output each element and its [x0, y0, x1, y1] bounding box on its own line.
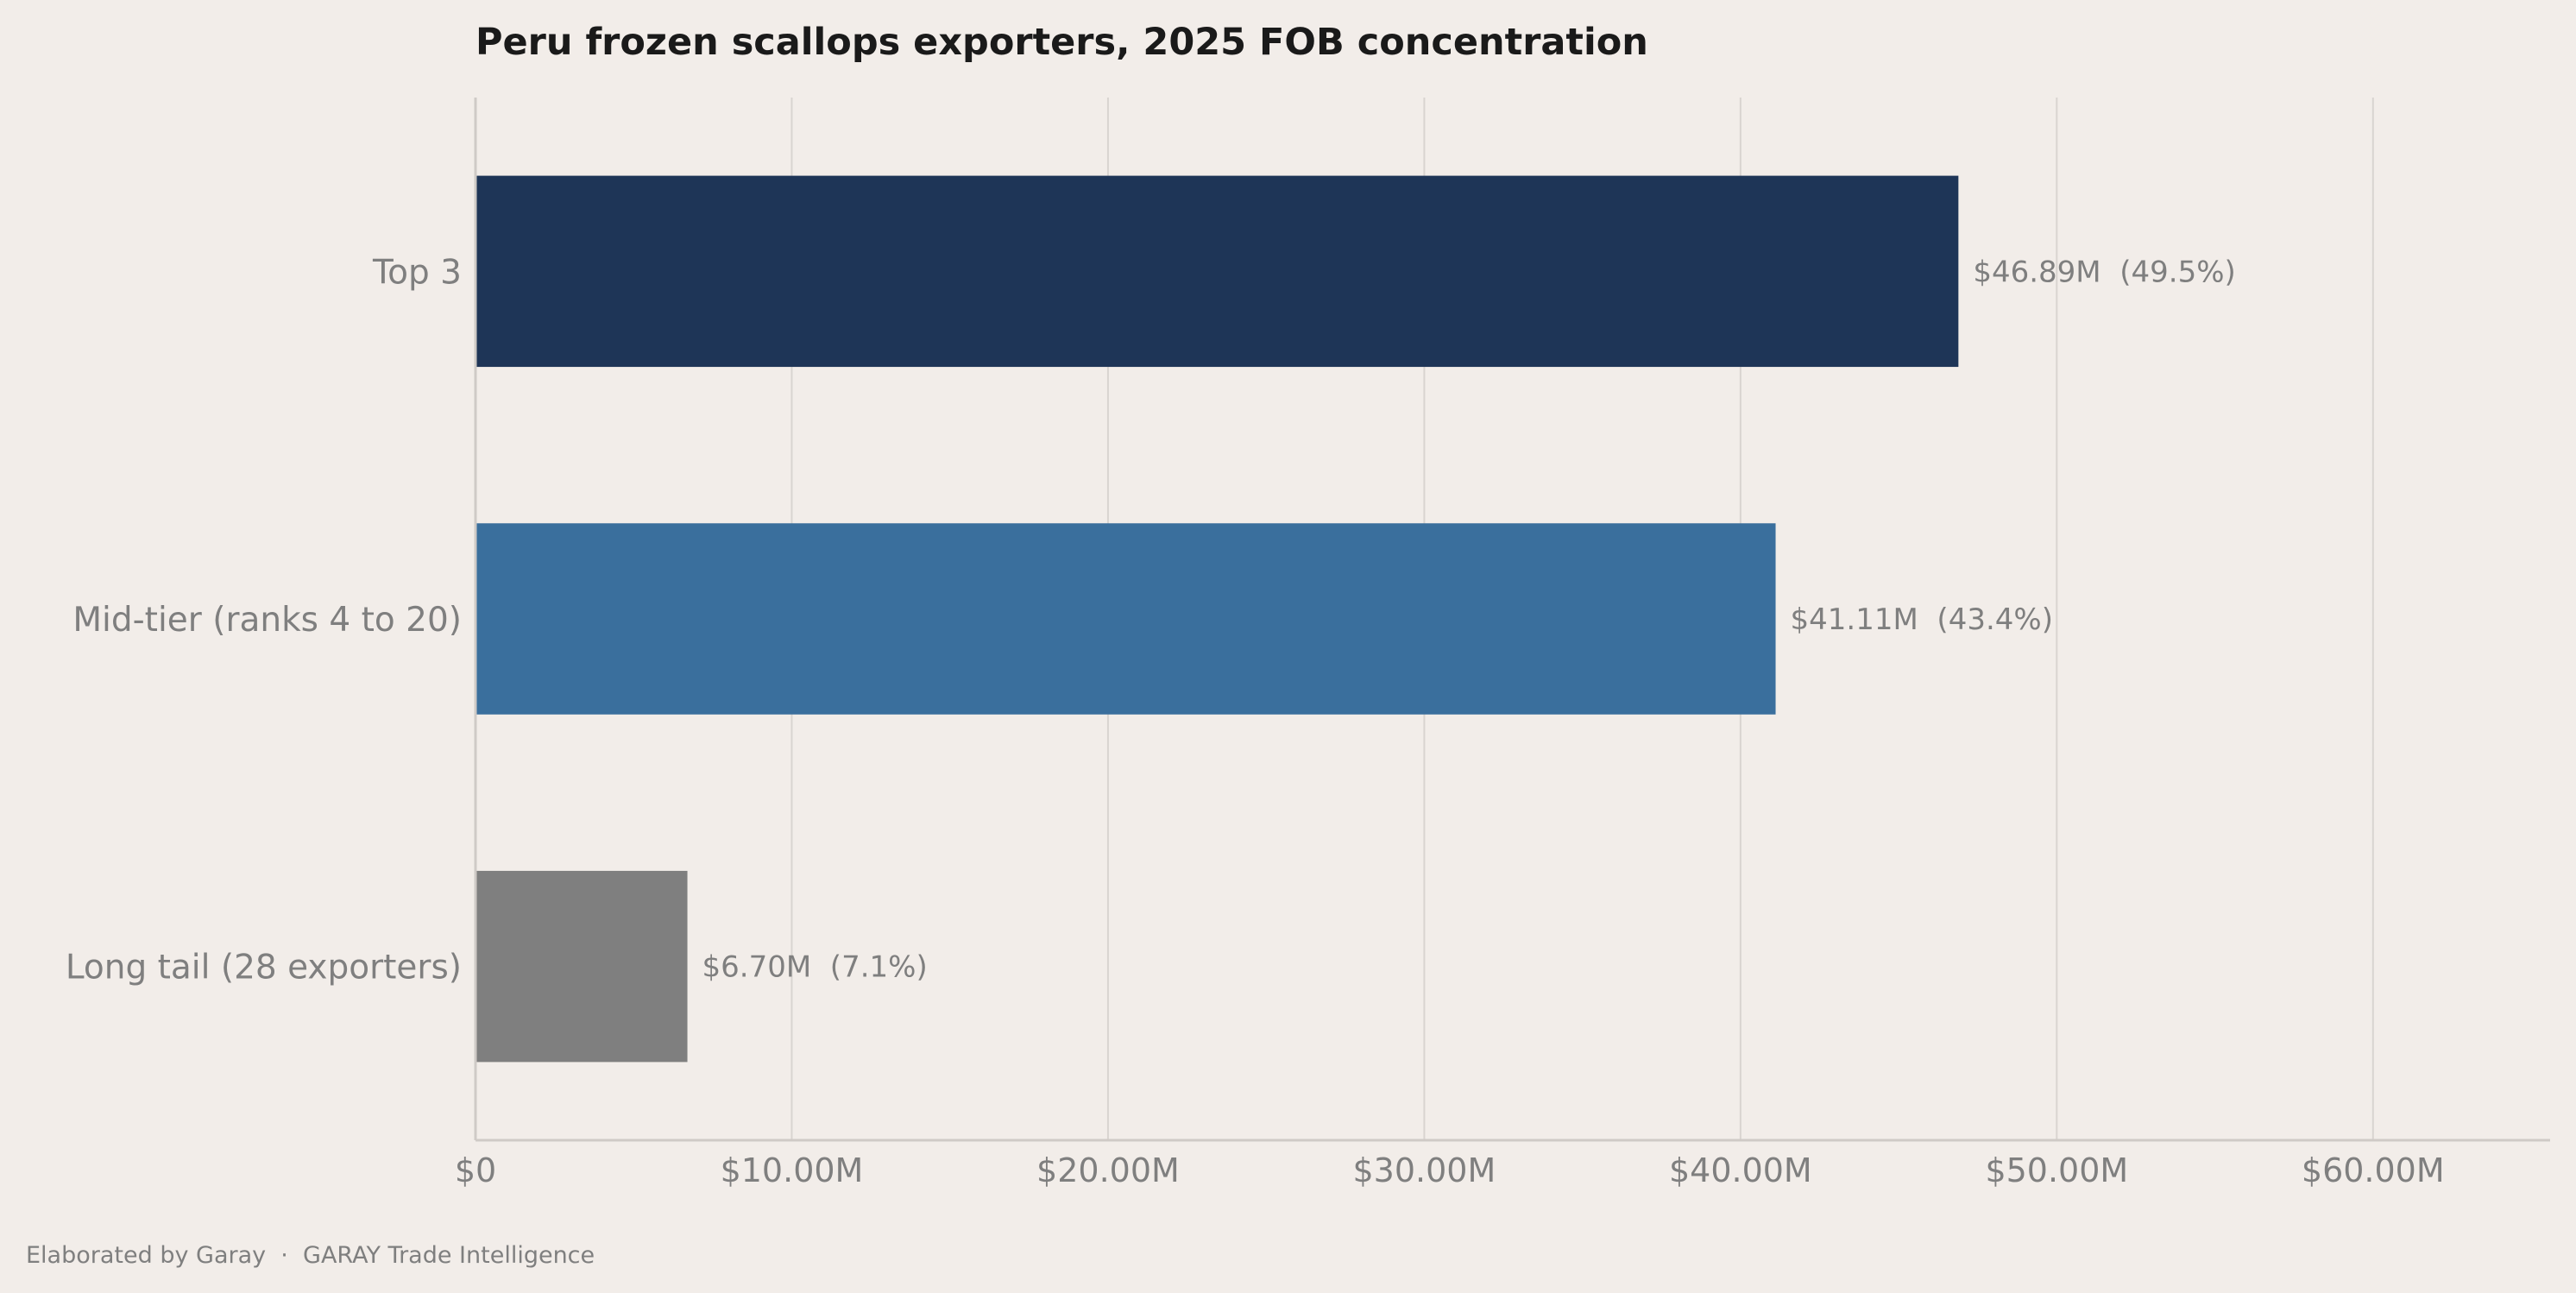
x-tick-label: $20.00M: [1036, 1151, 1180, 1189]
x-axis-ticks: $0 $10.00M $20.00M $30.00M $40.00M $50.00M $60…: [455, 1151, 2445, 1189]
x-tick-label: $40.00M: [1669, 1151, 1812, 1189]
bars: [476, 175, 1959, 1063]
category-label: Mid-tier (ranks 4 to 20): [72, 601, 462, 640]
y-axis-categories: Top 3 Mid-tier (ranks 4 to 20) Long tail (…: [66, 253, 462, 987]
bar: [476, 523, 1776, 715]
x-tick-label: $60.00M: [2302, 1151, 2445, 1189]
axes: [474, 98, 2550, 1142]
x-tick-label: $30.00M: [1353, 1151, 1496, 1189]
category-label: Top 3: [372, 253, 462, 292]
category-label: Long tail (28 exporters): [66, 949, 462, 987]
bar-value-labels: $46.89M (49.5%) $41.11M (43.4%) $6.70M (7.…: [702, 255, 2236, 984]
bar-value-label: $41.11M (43.4%): [1791, 602, 2053, 637]
bar-value-label: $6.70M (7.1%): [702, 950, 928, 985]
chart-title: Peru frozen scallops exporters, 2025 FOB…: [476, 21, 1648, 64]
footer-credit: Elaborated by Garay · GARAY Trade Intell…: [26, 1242, 595, 1269]
bar-value-label: $46.89M (49.5%): [1973, 255, 2235, 289]
x-tick-label: $10.00M: [721, 1151, 864, 1189]
x-tick-label: $0: [455, 1151, 496, 1189]
bar: [476, 870, 688, 1063]
bar: [476, 175, 1959, 368]
x-tick-label: $50.00M: [1985, 1151, 2128, 1189]
